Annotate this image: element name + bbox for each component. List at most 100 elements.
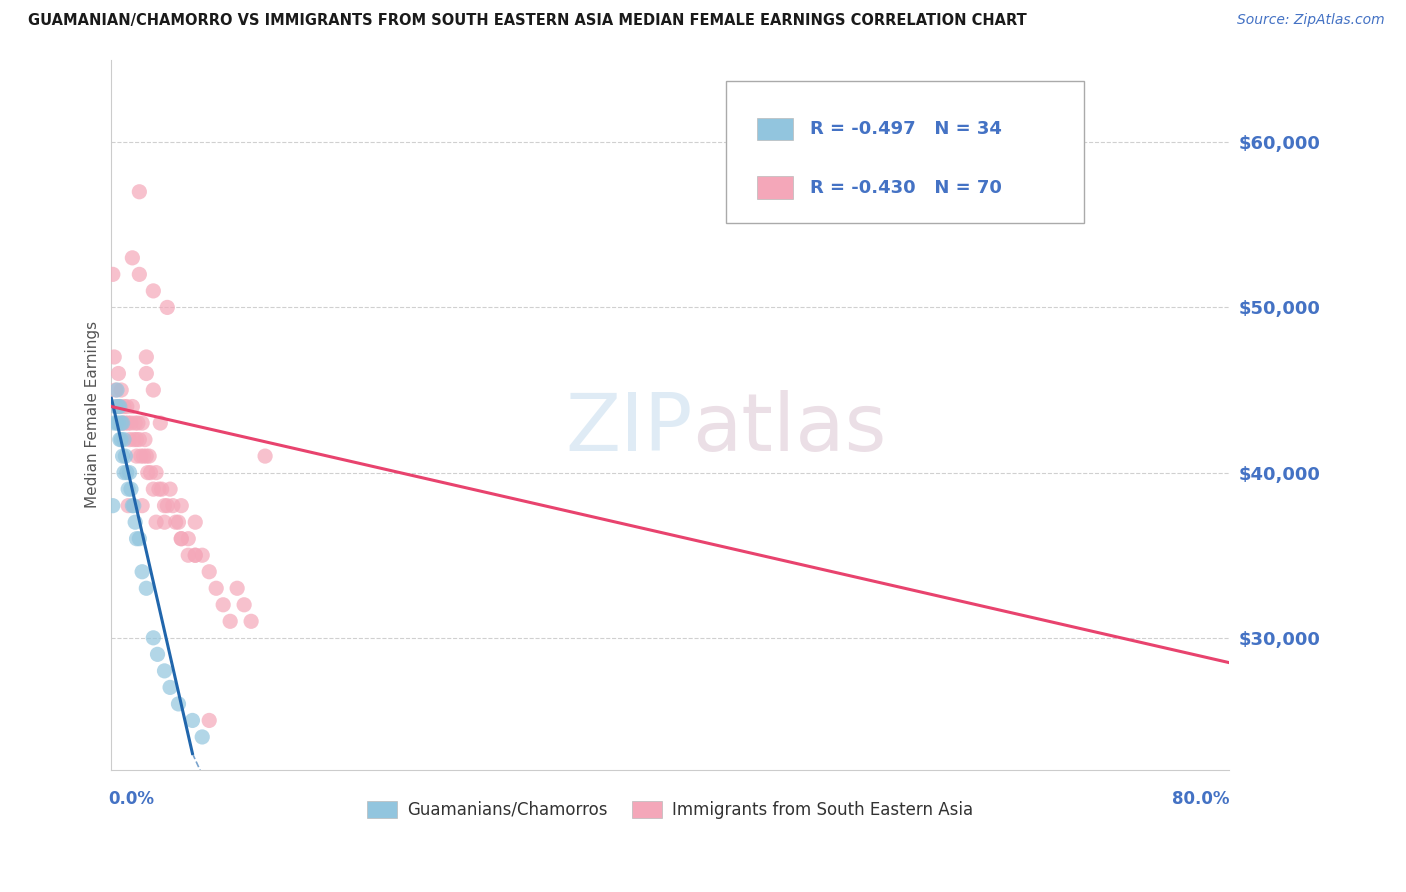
Point — [153, 499, 176, 513]
Point — [139, 466, 162, 480]
Point — [145, 515, 167, 529]
Point — [111, 416, 134, 430]
Point — [125, 433, 148, 447]
Point — [105, 416, 128, 430]
Point — [131, 416, 153, 430]
Text: Source: ZipAtlas.com: Source: ZipAtlas.com — [1237, 13, 1385, 28]
Point — [108, 433, 131, 447]
Point — [128, 433, 150, 447]
Point — [162, 499, 184, 513]
Point — [240, 615, 263, 629]
Point — [142, 482, 165, 496]
Point — [205, 581, 228, 595]
Point — [118, 433, 141, 447]
Point — [110, 433, 132, 447]
Point — [124, 515, 146, 529]
Point — [107, 416, 129, 430]
Point — [159, 681, 181, 695]
Point — [170, 532, 193, 546]
Point — [104, 383, 127, 397]
Point — [107, 367, 129, 381]
Point — [191, 730, 214, 744]
Point — [117, 416, 139, 430]
Point — [135, 581, 157, 595]
Point — [115, 466, 138, 480]
Legend: Guamanians/Chamorros, Immigrants from South Eastern Asia: Guamanians/Chamorros, Immigrants from So… — [360, 794, 980, 826]
Point — [142, 631, 165, 645]
Point — [142, 383, 165, 397]
Point — [101, 268, 124, 282]
FancyBboxPatch shape — [758, 118, 793, 140]
Point — [103, 350, 125, 364]
Point — [198, 565, 221, 579]
Point — [111, 416, 134, 430]
Text: R = -0.430   N = 70: R = -0.430 N = 70 — [810, 178, 1002, 197]
Point — [117, 499, 139, 513]
Point — [226, 581, 249, 595]
Point — [135, 350, 157, 364]
Point — [111, 449, 134, 463]
Point — [112, 433, 135, 447]
Point — [108, 400, 131, 414]
Text: atlas: atlas — [693, 390, 887, 468]
Point — [112, 466, 135, 480]
Point — [198, 714, 221, 728]
Point — [167, 697, 190, 711]
Point — [184, 548, 207, 562]
Point — [122, 433, 145, 447]
Point — [107, 400, 129, 414]
Point — [121, 251, 143, 265]
Point — [145, 466, 167, 480]
Point — [105, 400, 128, 414]
Point — [138, 449, 160, 463]
Point — [110, 416, 132, 430]
Point — [254, 449, 277, 463]
Point — [148, 482, 170, 496]
Point — [149, 416, 172, 430]
Point — [108, 400, 131, 414]
Point — [146, 648, 169, 662]
Text: GUAMANIAN/CHAMORRO VS IMMIGRANTS FROM SOUTH EASTERN ASIA MEDIAN FEMALE EARNINGS : GUAMANIAN/CHAMORRO VS IMMIGRANTS FROM SO… — [28, 13, 1026, 29]
Point — [124, 416, 146, 430]
Text: 80.0%: 80.0% — [1171, 789, 1229, 808]
Point — [219, 615, 242, 629]
Point — [125, 532, 148, 546]
Point — [150, 482, 173, 496]
Point — [159, 482, 181, 496]
Point — [170, 532, 193, 546]
Point — [167, 515, 190, 529]
Point — [128, 268, 150, 282]
Point — [121, 499, 143, 513]
Text: 0.0%: 0.0% — [108, 789, 155, 808]
Point — [121, 400, 143, 414]
Point — [153, 664, 176, 678]
Point — [153, 515, 176, 529]
Point — [110, 383, 132, 397]
FancyBboxPatch shape — [758, 177, 793, 199]
Point — [131, 565, 153, 579]
Point — [233, 598, 256, 612]
Point — [118, 466, 141, 480]
Point — [135, 449, 157, 463]
Text: R = -0.497   N = 34: R = -0.497 N = 34 — [810, 120, 1002, 138]
Point — [104, 400, 127, 414]
Point — [128, 532, 150, 546]
Point — [103, 416, 125, 430]
Point — [101, 499, 124, 513]
Point — [120, 416, 142, 430]
Point — [120, 482, 142, 496]
Point — [131, 499, 153, 513]
Point — [114, 449, 136, 463]
Point — [122, 499, 145, 513]
Point — [170, 499, 193, 513]
Point — [181, 714, 204, 728]
Point — [127, 416, 149, 430]
Point — [132, 449, 155, 463]
Point — [129, 449, 152, 463]
Point — [142, 284, 165, 298]
Point — [125, 449, 148, 463]
Point — [177, 532, 200, 546]
Point — [105, 383, 128, 397]
Point — [184, 515, 207, 529]
Point — [165, 515, 187, 529]
